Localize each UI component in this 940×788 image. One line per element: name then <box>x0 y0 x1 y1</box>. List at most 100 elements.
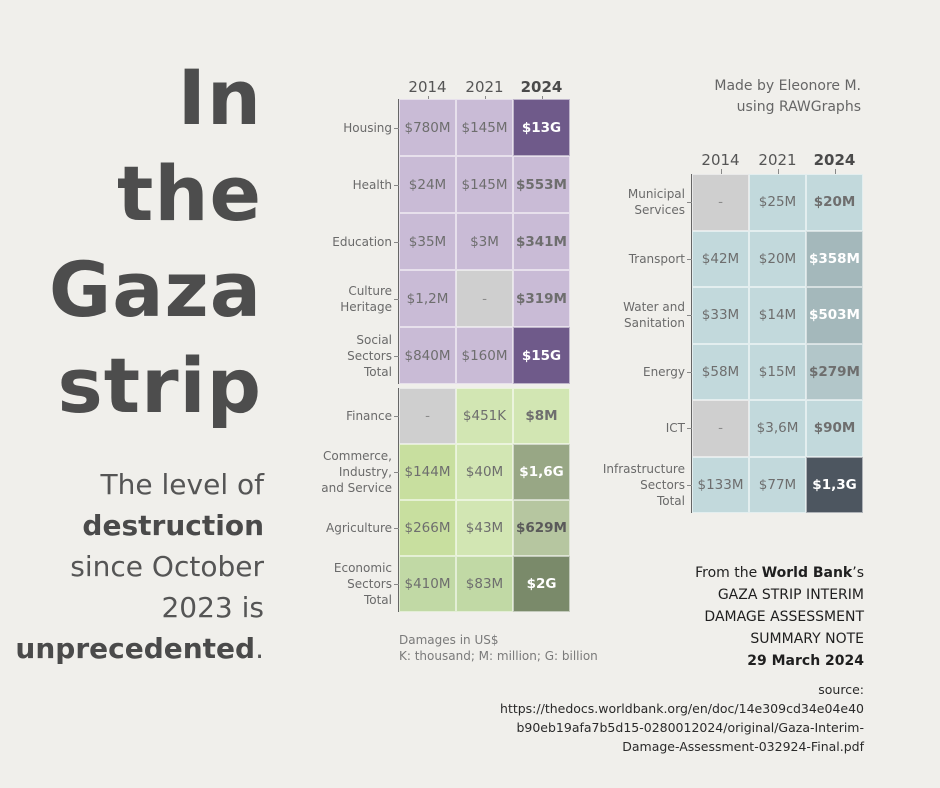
row-tick <box>394 184 399 186</box>
credit-tool: using RAWGraphs <box>736 99 861 115</box>
row-label: Health <box>352 177 392 192</box>
subtitle-line: since October <box>70 550 264 583</box>
heatmap-cell: $1,2M <box>399 270 456 327</box>
heatmap-cell: - <box>399 388 456 444</box>
row-tick <box>687 202 692 204</box>
row-tick <box>687 315 692 317</box>
row-label: Culture Heritage <box>340 283 392 314</box>
row-label: Education <box>332 234 392 249</box>
source-doc-line: SUMMARY NOTE <box>750 631 864 647</box>
heatmap-cell: $43M <box>456 500 513 556</box>
heatmap-cell: $42M <box>692 230 749 287</box>
heatmap-cell: $1,6G <box>513 444 570 500</box>
row-tick <box>687 484 692 486</box>
source-pre: From the <box>695 565 762 581</box>
column-header-2024: 2024 <box>520 78 563 96</box>
heatmap-cell: $145M <box>456 156 513 213</box>
heatmap-cell: $553M <box>513 156 570 213</box>
heatmap-cell: $503M <box>806 287 863 344</box>
subtitle: The level of destruction since October 2… <box>10 464 264 669</box>
column-tick <box>484 96 486 101</box>
column-header-2021: 2021 <box>758 151 797 169</box>
row-tick <box>394 298 399 300</box>
heatmap-cell: $1,3G <box>806 456 863 513</box>
row-label: Infrastructure Sectors Total <box>602 461 685 508</box>
source-note: From the World Bank’s GAZA STRIP INTERIM… <box>630 562 864 672</box>
group-axis <box>398 388 399 612</box>
heatmap-cell: $33M <box>692 287 749 344</box>
heatmap-cell: $279M <box>806 343 863 400</box>
column-tick <box>834 169 836 174</box>
column-tick <box>777 169 779 174</box>
heatmap-cell: $77M <box>749 456 806 513</box>
row-label: Water and Sanitation <box>623 300 685 331</box>
row-label: ICT <box>665 421 685 436</box>
heatmap-cell: $24M <box>399 156 456 213</box>
subtitle-punct: . <box>255 632 264 665</box>
heatmap-cell: $15M <box>749 343 806 400</box>
source-url-line: Damage-Assessment-032924-Final.pdf <box>622 739 864 754</box>
heatmap-cell: $14M <box>749 287 806 344</box>
source-url: source: https://thedocs.worldbank.org/en… <box>470 680 864 756</box>
source-date: 29 March 2024 <box>747 653 864 669</box>
heatmap-cell: - <box>692 174 749 231</box>
column-tick <box>427 96 429 101</box>
heatmap-cell: $358M <box>806 230 863 287</box>
source-doc-line: DAMAGE ASSESSMENT <box>704 609 864 625</box>
heatmap-cell: $90M <box>806 400 863 457</box>
source-doc-line: GAZA STRIP INTERIM <box>717 587 864 603</box>
heatmap-cell: $3M <box>456 213 513 270</box>
column-tick <box>720 169 722 174</box>
source-url-line: b90eb19afa7b5d15-0280012024/original/Gaz… <box>516 720 864 735</box>
column-tick <box>541 96 543 101</box>
column-header-2014: 2014 <box>408 78 447 96</box>
row-label: Municipal Services <box>627 187 685 218</box>
title-line: Gaza <box>48 245 262 334</box>
subtitle-emphasis: unprecedented <box>15 632 256 665</box>
heatmap-cell: $160M <box>456 327 513 384</box>
group-axis <box>691 174 692 513</box>
subtitle-line: 2023 is <box>161 591 264 624</box>
heatmap-cell: $144M <box>399 444 456 500</box>
row-tick <box>394 355 399 357</box>
column-header-2024: 2024 <box>813 151 856 169</box>
heatmap-cell: $780M <box>399 99 456 156</box>
title-line: the <box>117 149 262 238</box>
heatmap-cell: $145M <box>456 99 513 156</box>
heatmap-cell: $341M <box>513 213 570 270</box>
heatmap-cell: $2G <box>513 556 570 612</box>
source-org: World Bank <box>761 565 853 581</box>
row-label: Finance <box>346 409 392 423</box>
column-header-2014: 2014 <box>701 151 740 169</box>
heatmap-cell: $629M <box>513 500 570 556</box>
row-tick <box>687 371 692 373</box>
row-label: Agriculture <box>326 521 392 535</box>
heatmap-cell: - <box>456 270 513 327</box>
heatmap-cell: $8M <box>513 388 570 444</box>
row-tick <box>394 528 399 529</box>
row-tick <box>687 428 692 430</box>
row-tick <box>394 416 399 417</box>
heatmap-cell: $20M <box>749 230 806 287</box>
row-tick <box>394 584 399 585</box>
row-label: Social Sectors Total <box>347 332 392 379</box>
heatmap-cell: $35M <box>399 213 456 270</box>
heatmap-cell: $451K <box>456 388 513 444</box>
row-label: Commerce, Industry, and Service <box>321 449 392 495</box>
source-label: source: <box>818 682 864 697</box>
heatmap-cell: $58M <box>692 343 749 400</box>
credit-author: Made by Eleonore M. <box>714 78 861 94</box>
heatmap-cell: - <box>692 400 749 457</box>
source-post: ’s <box>852 565 864 581</box>
heatmap-cell: $40M <box>456 444 513 500</box>
legend-currency: Damages in US$ <box>399 633 499 647</box>
subtitle-emphasis: destruction <box>82 509 264 542</box>
heatmap-cell: $266M <box>399 500 456 556</box>
row-label: Housing <box>343 120 392 135</box>
row-label: Economic Sectors Total <box>333 561 392 607</box>
row-tick <box>394 241 399 243</box>
heatmap-cell: $83M <box>456 556 513 612</box>
page-title: In the Gaza strip <box>20 50 262 434</box>
legend: Damages in US$ K: thousand; M: million; … <box>399 632 598 664</box>
legend-units: K: thousand; M: million; G: billion <box>399 649 598 663</box>
